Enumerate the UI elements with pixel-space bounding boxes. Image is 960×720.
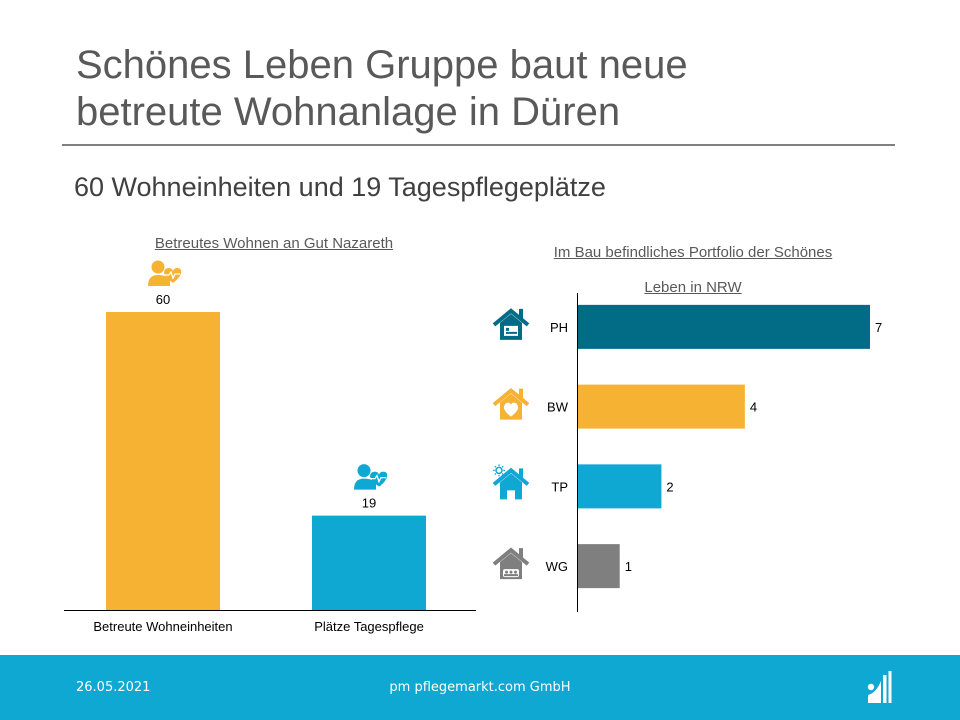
category-label: BW bbox=[547, 400, 569, 415]
page-title: Schönes Leben Gruppe baut neue betreute … bbox=[76, 42, 896, 136]
footer-company: pm pflegemarkt.com GmbH bbox=[389, 680, 571, 695]
bar bbox=[578, 304, 870, 349]
footer-date: 26.05.2021 bbox=[76, 680, 151, 695]
person-heartbeat-icon bbox=[354, 464, 388, 490]
category-label: PH bbox=[550, 320, 568, 335]
bar bbox=[578, 384, 745, 429]
house-group-icon bbox=[492, 547, 530, 580]
page-subtitle: 60 Wohneinheiten und 19 Tagespflegeplätz… bbox=[74, 172, 606, 202]
house-sun-icon bbox=[492, 464, 530, 500]
data-label: 4 bbox=[750, 400, 757, 415]
data-label: 19 bbox=[362, 496, 376, 511]
data-label: 2 bbox=[666, 479, 673, 494]
bar bbox=[578, 464, 662, 509]
data-label: 1 bbox=[625, 559, 632, 574]
left-chart-title: Betreutes Wohnen an Gut Nazareth bbox=[154, 235, 394, 252]
left-bar-chart: 60 Betreute Wohneinheiten 19 Plätze Tagespf… bbox=[64, 260, 476, 634]
right-chart-title: Im Bau befindliches Portfolio der Schöne… bbox=[493, 235, 893, 305]
data-label: 7 bbox=[875, 320, 882, 335]
pflegemarkt-logo-icon bbox=[867, 671, 892, 703]
right-chart-title-line-2: Leben in NRW bbox=[644, 279, 742, 296]
footer-bar: 26.05.2021 pm pflegemarkt.com GmbH bbox=[0, 655, 960, 720]
category-label: WG bbox=[546, 559, 568, 574]
title-line-2: betreute Wohnanlage in Düren bbox=[76, 90, 621, 134]
bar bbox=[312, 515, 426, 610]
category-label: Betreute Wohneinheiten bbox=[93, 619, 232, 634]
house-heart-icon bbox=[492, 388, 530, 420]
data-label: 60 bbox=[156, 292, 170, 307]
category-label: Plätze Tagespflege bbox=[314, 619, 424, 634]
title-line-1: Schönes Leben Gruppe baut neue bbox=[76, 43, 688, 87]
title-divider bbox=[62, 144, 895, 146]
right-bar-chart: 7 PH 4 BW 2 TP 1 WG bbox=[492, 293, 882, 612]
bar bbox=[106, 312, 220, 610]
right-chart-title-line-1: Im Bau befindliches Portfolio der Schöne… bbox=[553, 244, 833, 261]
nursing-home-bed-icon bbox=[492, 308, 530, 340]
person-heartbeat-icon bbox=[148, 260, 182, 286]
bar bbox=[578, 544, 620, 589]
category-label: TP bbox=[551, 479, 568, 494]
